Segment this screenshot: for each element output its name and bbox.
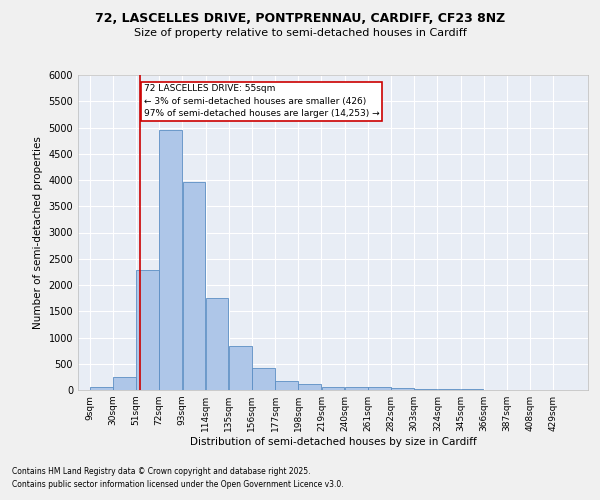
Bar — [322, 386, 344, 390]
Text: 72 LASCELLES DRIVE: 55sqm
← 3% of semi-detached houses are smaller (426)
97% of : 72 LASCELLES DRIVE: 55sqm ← 3% of semi-d… — [143, 84, 379, 118]
Y-axis label: Number of semi-detached properties: Number of semi-detached properties — [33, 136, 43, 329]
Bar — [368, 388, 391, 390]
Text: Contains HM Land Registry data © Crown copyright and database right 2025.: Contains HM Land Registry data © Crown c… — [12, 467, 311, 476]
Bar — [229, 346, 251, 390]
Bar — [275, 381, 298, 390]
Bar — [206, 298, 229, 390]
Bar — [90, 388, 113, 390]
Bar — [391, 388, 414, 390]
Bar — [415, 389, 437, 390]
Text: Contains public sector information licensed under the Open Government Licence v3: Contains public sector information licen… — [12, 480, 344, 489]
Bar — [160, 130, 182, 390]
Text: Size of property relative to semi-detached houses in Cardiff: Size of property relative to semi-detach… — [134, 28, 466, 38]
Bar — [437, 389, 460, 390]
Text: 72, LASCELLES DRIVE, PONTPRENNAU, CARDIFF, CF23 8NZ: 72, LASCELLES DRIVE, PONTPRENNAU, CARDIF… — [95, 12, 505, 26]
Bar — [298, 384, 321, 390]
X-axis label: Distribution of semi-detached houses by size in Cardiff: Distribution of semi-detached houses by … — [190, 437, 476, 447]
Bar — [182, 182, 205, 390]
Bar — [113, 377, 136, 390]
Bar — [136, 270, 159, 390]
Bar — [252, 368, 275, 390]
Bar — [345, 386, 368, 390]
